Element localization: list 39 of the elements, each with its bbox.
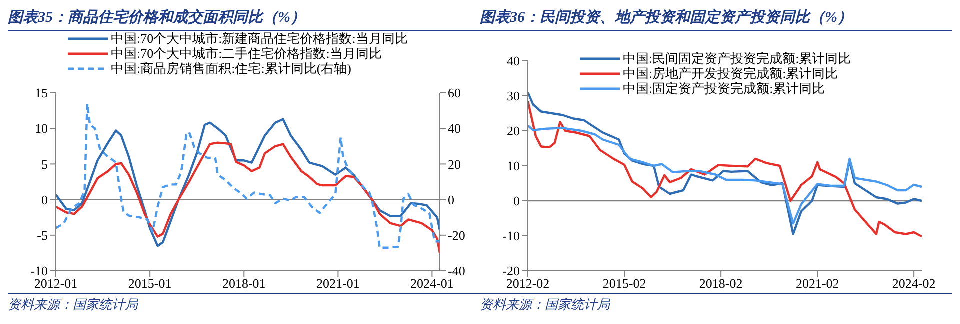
x-tick-label: 2024-01 <box>410 276 454 292</box>
text: 资料来源：国家统计局 <box>480 293 952 314</box>
legend-label: 中国:固定资产投资完成额:累计同比 <box>623 81 826 96</box>
y-tick-label: 30 <box>507 88 520 104</box>
text: 资料来源：国家统计局 <box>8 293 480 314</box>
y2-tick-label: 20 <box>448 156 461 172</box>
y-tick-label: -5 <box>37 228 48 244</box>
x-tick-label: 2012-02 <box>506 276 550 292</box>
y-tick-label: -10 <box>30 264 48 279</box>
x-tick-label: 2021-02 <box>796 276 840 292</box>
y-tick-label: 15 <box>35 86 48 101</box>
legend-label: 中国:商品房销售面积:住宅:累计同比(右轴) <box>111 61 352 76</box>
x-tick-label: 2018-02 <box>699 276 743 292</box>
x-tick-label: 2021-01 <box>316 276 360 292</box>
legend-label: 中国:70个大中城市:二手住宅价格指数:当月同比 <box>111 46 382 61</box>
legend-label: 中国:房地产开发投资完成额:累计同比 <box>623 66 838 81</box>
y-tick-label: 5 <box>42 156 48 172</box>
y-tick-label: 10 <box>507 158 520 174</box>
y-tick-label: 40 <box>507 54 520 69</box>
y-tick-label: 0 <box>42 192 48 208</box>
y-tick-label: 0 <box>514 194 520 209</box>
x-tick-label: 2015-01 <box>128 276 172 292</box>
legend-label: 中国:70个大中城市:新建商品住宅价格指数:当月同比 <box>111 31 408 46</box>
legend-label: 中国:民间固定资产投资完成额:累计同比 <box>623 51 852 66</box>
y2-tick-label: 60 <box>448 86 461 101</box>
y2-tick-label: 40 <box>448 121 461 136</box>
y-tick-label: -10 <box>502 228 520 244</box>
y2-tick-label: -40 <box>448 264 466 279</box>
y-tick-label: 20 <box>507 124 520 139</box>
y2-tick-label: -20 <box>448 228 466 244</box>
chart-title: 图表35：商品住宅价格和成交面积同比（%） <box>8 8 480 31</box>
x-tick-label: 2018-01 <box>222 276 266 292</box>
y-tick-label: 10 <box>35 121 48 136</box>
x-tick-label: 2024-02 <box>892 276 936 292</box>
x-tick-label: 2012-01 <box>34 276 78 292</box>
y2-tick-label: 0 <box>448 192 454 208</box>
x-tick-label: 2015-02 <box>602 276 646 292</box>
y-tick-label: -20 <box>502 264 520 279</box>
chart-title: 图表36：民间投资、地产投资和固定资产投资同比（%） <box>480 8 952 31</box>
